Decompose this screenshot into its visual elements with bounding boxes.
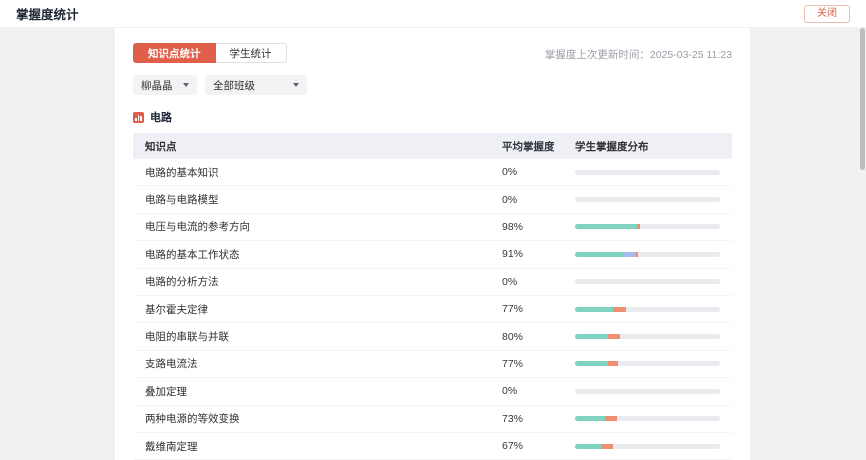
knowledge-point-name: 两种电源的等效变换 [145, 413, 240, 426]
table-row: 电阻的串联与并联 80% [133, 323, 732, 351]
average-mastery-value: 0% [502, 385, 518, 398]
distribution-bar [575, 197, 720, 203]
scrollbar-track[interactable] [858, 28, 866, 460]
section-header: 电路 [133, 109, 732, 125]
update-time-label: 掌握度上次更新时间：2025-03-25 11:23 [544, 49, 732, 61]
close-button[interactable]: 关闭 [804, 4, 850, 23]
tab-student-stats[interactable]: 学生统计 [215, 43, 287, 63]
distribution-bar [575, 224, 720, 230]
knowledge-point-name: 电阻的串联与并联 [145, 331, 229, 344]
knowledge-point-name: 戴维南定理 [145, 440, 198, 453]
knowledge-point-name: 电路的基本知识 [145, 166, 219, 179]
table-header-row: 知识点 平均掌握度 学生掌握度分布 [133, 133, 732, 159]
table-body: 电路的基本知识 0% 电路与电路模型 0% 电压与电流的参考方向 98% 电路的… [133, 159, 732, 460]
table-row: 戴维南定理 67% [133, 433, 732, 460]
distribution-bar [575, 361, 720, 367]
distribution-bar [575, 306, 720, 312]
average-mastery-value: 0% [502, 275, 518, 288]
tabs-row: 知识点统计 学生统计 掌握度上次更新时间：2025-03-25 11:23 [133, 43, 732, 63]
chevron-down-icon [293, 83, 299, 87]
header-knowledge-point: 知识点 [145, 140, 177, 153]
average-mastery-value: 98% [502, 220, 524, 233]
content-card: 知识点统计 学生统计 掌握度上次更新时间：2025-03-25 11:23 柳晶… [115, 28, 750, 460]
distribution-bar [575, 251, 720, 257]
average-mastery-value: 80% [502, 330, 524, 343]
table-row: 电路的基本工作状态 91% [133, 241, 732, 269]
section-title: 电路 [150, 112, 172, 124]
class-select[interactable]: 全部班级 [205, 75, 307, 95]
knowledge-point-name: 支路电流法 [145, 358, 198, 371]
header-distribution: 学生掌握度分布 [575, 140, 649, 153]
tab-knowledge-stats[interactable]: 知识点统计 [133, 43, 216, 63]
tab-group: 知识点统计 学生统计 [133, 43, 287, 63]
teacher-select-value: 柳晶晶 [141, 79, 173, 92]
average-mastery-value: 0% [502, 193, 518, 206]
distribution-bar [575, 279, 720, 285]
mastery-table: 知识点 平均掌握度 学生掌握度分布 电路的基本知识 0% 电路与电路模型 0% … [133, 133, 732, 460]
teacher-select[interactable]: 柳晶晶 [133, 75, 197, 95]
average-mastery-value: 77% [502, 303, 524, 316]
table-row: 叠加定理 0% [133, 378, 732, 406]
scrollbar-thumb[interactable] [860, 28, 865, 170]
table-row: 支路电流法 77% [133, 351, 732, 379]
knowledge-point-name: 基尔霍夫定律 [145, 303, 208, 316]
knowledge-point-name: 电路的基本工作状态 [145, 248, 240, 261]
knowledge-point-name: 电路与电路模型 [145, 194, 219, 207]
table-row: 基尔霍夫定律 77% [133, 296, 732, 324]
filter-row: 柳晶晶 全部班级 [133, 75, 732, 95]
average-mastery-value: 91% [502, 248, 524, 261]
table-row: 电路的分析方法 0% [133, 269, 732, 296]
average-mastery-value: 77% [502, 357, 524, 370]
knowledge-point-name: 叠加定理 [145, 385, 187, 398]
distribution-bar [575, 416, 720, 422]
chart-icon [133, 111, 144, 123]
average-mastery-value: 67% [502, 440, 524, 453]
table-row: 电路与电路模型 0% [133, 186, 732, 214]
table-row: 电压与电流的参考方向 98% [133, 214, 732, 242]
average-mastery-value: 0% [502, 166, 518, 179]
page-title: 掌握度统计 [16, 8, 79, 22]
class-select-value: 全部班级 [213, 79, 255, 92]
distribution-bar [575, 334, 720, 340]
header-average-mastery: 平均掌握度 [502, 140, 555, 153]
top-bar: 掌握度统计 关闭 [0, 0, 866, 28]
knowledge-point-name: 电路的分析方法 [145, 276, 219, 289]
distribution-bar [575, 388, 720, 394]
table-row: 电路的基本知识 0% [133, 159, 732, 187]
knowledge-point-name: 电压与电流的参考方向 [145, 221, 250, 234]
chevron-down-icon [183, 83, 189, 87]
average-mastery-value: 73% [502, 412, 524, 425]
distribution-bar [575, 169, 720, 175]
distribution-bar [575, 443, 720, 449]
table-row: 两种电源的等效变换 73% [133, 406, 732, 433]
